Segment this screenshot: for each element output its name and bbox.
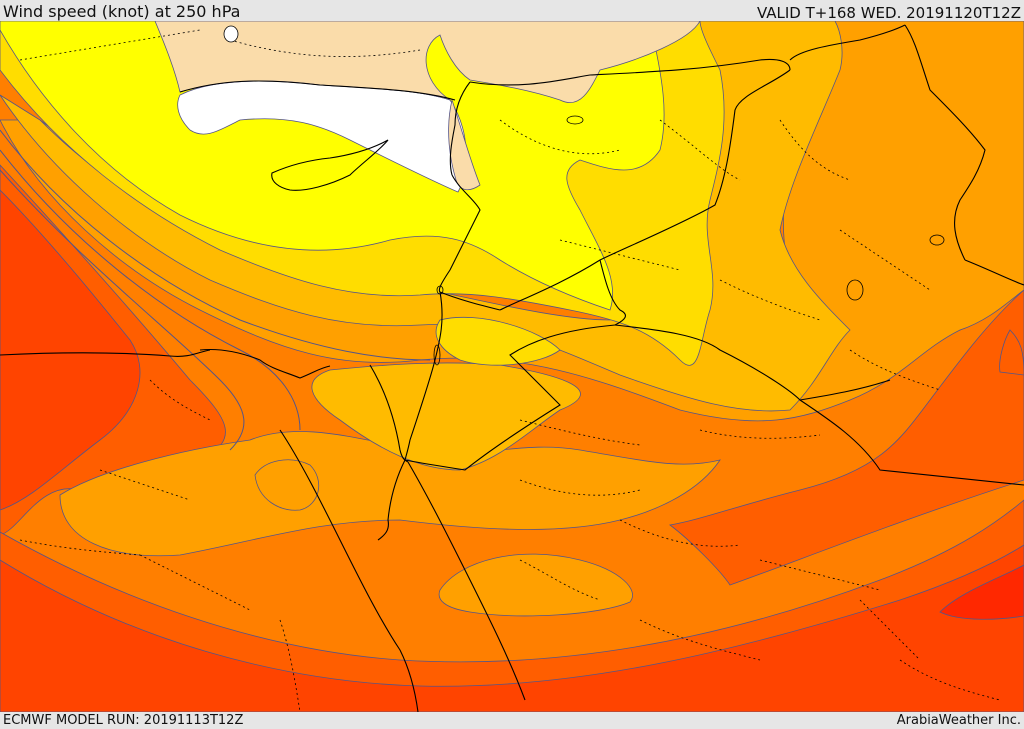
shade-red-orange-west [0,189,141,511]
shade-red-southeast [939,564,1024,620]
lake-iraq [846,279,864,301]
shade-amber-mid [311,362,581,471]
weather-map [0,21,1024,712]
shade-red-orange-south [0,544,1024,712]
valid-time: VALID T+168 WED. 20191120T12Z [756,4,1021,22]
model-run-label: ECMWF MODEL RUN: 20191113T12Z [3,713,244,728]
land-beige-lebanon [448,98,481,191]
shade-orange-light-sinai [254,459,319,511]
shade-gold-south-syria [435,316,561,366]
dead-sea [433,344,441,366]
shade-yellow-band [0,21,665,311]
wind-speed-map-svg [0,21,1024,712]
country-borders [0,24,1024,712]
lake-gulf [929,234,945,246]
credit-label: ArabiaWeather Inc. [896,713,1021,728]
lake-marmara [223,25,239,43]
sea-of-galilee [436,285,444,295]
shade-orange-light-saudi [438,553,633,617]
header-bar: Wind speed (knot) at 250 hPa VALID T+168… [0,0,1024,22]
shade-orange-light-sw [59,431,721,557]
shade-orange-dark-east-edge [999,329,1024,376]
lake-van [566,115,584,125]
footer-bar: ECMWF MODEL RUN: 20191113T12Z ArabiaWeat… [0,712,1024,729]
isotach-lines [0,129,431,451]
map-title: Wind speed (knot) at 250 hPa [3,2,241,21]
province-borders [19,29,1001,712]
